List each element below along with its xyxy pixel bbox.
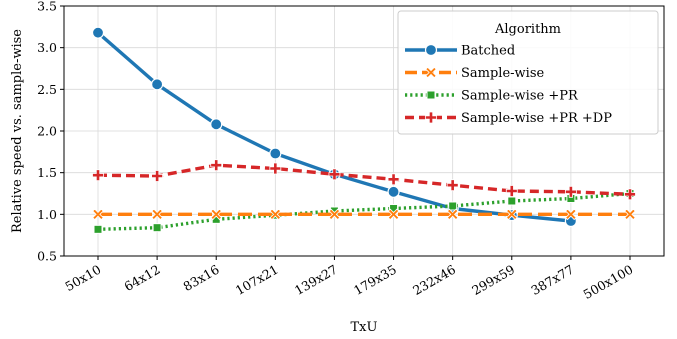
legend-title: Algorithm — [494, 22, 561, 37]
legend-box — [397, 10, 659, 135]
legend-label: Sample-wise — [461, 66, 545, 81]
x-tick-label: 387x77 — [528, 262, 576, 298]
data-point — [387, 173, 400, 186]
data-point — [446, 179, 459, 192]
legend-label: Batched — [461, 44, 515, 59]
x-axis-ticks: 50x10 64x12 83x16 107x21 139x27 179x35 232x46 2… — [62, 256, 636, 302]
data-point — [151, 78, 164, 91]
series-line — [97, 191, 631, 231]
legend-marker — [425, 111, 437, 124]
y-tick-label: 1.0 — [37, 207, 57, 222]
data-point — [152, 223, 162, 233]
x-tick-label: 179x35 — [351, 262, 399, 298]
legend-item: Sample-wise — [405, 66, 545, 81]
legend-items: Batched Sample-wise Sample-wise +PR Sample-… — [405, 44, 612, 126]
data-point — [269, 208, 282, 221]
data-point — [507, 196, 517, 206]
data-point — [505, 185, 518, 197]
data-point — [387, 208, 400, 221]
y-tick-label: 1.5 — [37, 165, 57, 180]
series-3 — [92, 159, 636, 201]
x-tick-label: 50x10 — [62, 262, 103, 294]
legend-item: Sample-wise +PR — [405, 89, 579, 104]
x-tick-label: 232x46 — [410, 262, 458, 298]
x-tick-label: 299x59 — [469, 262, 517, 298]
y-tick-label: 3.0 — [37, 40, 57, 55]
data-point — [92, 169, 104, 182]
data-point — [446, 208, 459, 221]
x-tick-label: 64x12 — [121, 262, 162, 294]
data-point — [210, 208, 222, 221]
legend-label: Sample-wise +PR +DP — [461, 111, 612, 126]
y-tick-label: 2.5 — [37, 82, 57, 97]
y-tick-label: 2.0 — [37, 124, 57, 139]
data-point — [328, 168, 341, 181]
data-point — [624, 188, 636, 201]
x-tick-label: 83x16 — [181, 262, 222, 294]
data-point — [387, 185, 400, 198]
data-point — [565, 208, 577, 221]
y-axis-label: Relative speed vs. sample-wise — [10, 29, 25, 233]
data-point — [151, 208, 163, 221]
data-point — [151, 170, 164, 182]
data-point — [92, 208, 104, 221]
legend: Algorithm Batched Sample-wise Sample-wise … — [397, 10, 659, 135]
y-tick-label: 0.5 — [37, 249, 57, 264]
y-axis-ticks: 0.5 1.0 1.5 2.0 2.5 3.0 3.5 — [37, 0, 64, 264]
legend-item: Sample-wise +PR +DP — [405, 111, 612, 126]
x-tick-label: 139x27 — [292, 262, 340, 298]
legend-item: Batched — [405, 44, 515, 59]
data-point — [93, 224, 103, 234]
data-point — [210, 118, 223, 131]
series-layer — [91, 26, 636, 234]
legend-marker — [426, 90, 436, 100]
data-point — [506, 208, 518, 221]
legend-marker — [424, 43, 438, 57]
x-axis-label: TxU — [351, 320, 378, 335]
data-point — [328, 208, 341, 221]
y-tick-label: 3.5 — [37, 0, 57, 14]
x-tick-label: 107x21 — [233, 262, 281, 298]
data-point — [448, 201, 458, 211]
legend-label: Sample-wise +PR — [461, 89, 579, 104]
data-point — [269, 162, 282, 175]
data-point — [210, 159, 223, 172]
data-point — [624, 208, 636, 221]
data-point — [269, 147, 282, 160]
series-1 — [92, 208, 636, 221]
series-2 — [93, 189, 635, 234]
series-line — [97, 163, 631, 196]
data-point — [564, 185, 577, 198]
data-point — [91, 26, 105, 39]
x-tick-label: 500x100 — [581, 262, 636, 302]
legend-marker — [425, 66, 437, 79]
